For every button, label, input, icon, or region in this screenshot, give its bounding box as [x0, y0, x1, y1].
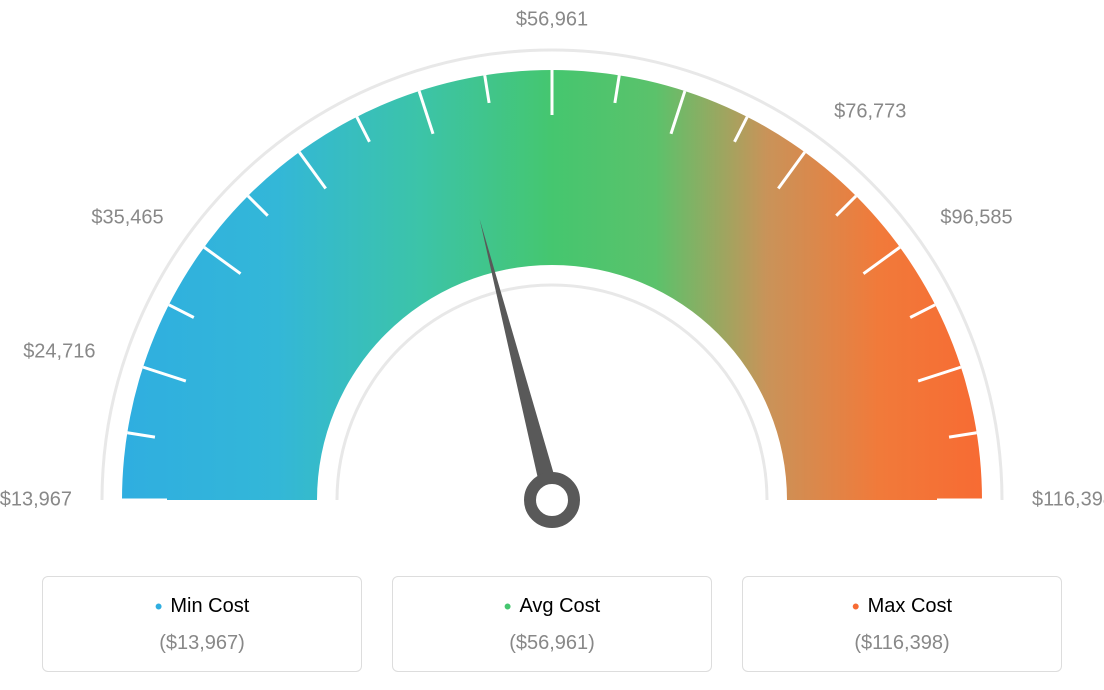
legend-row: • Min Cost ($13,967) • Avg Cost ($56,961…	[0, 576, 1104, 672]
legend-value-avg: ($56,961)	[403, 632, 701, 655]
gauge-chart: $13,967 $24,716 $35,465 $56,961 $76,773 $96,5…	[0, 0, 1104, 540]
gauge-tick-label: $35,465	[91, 206, 163, 229]
bullet-icon: •	[852, 596, 860, 618]
legend-card-min: • Min Cost ($13,967)	[42, 576, 362, 672]
legend-label: Max Cost	[868, 595, 952, 618]
gauge-tick-label: $76,773	[834, 100, 906, 123]
bullet-icon: •	[155, 596, 163, 618]
legend-label: Avg Cost	[519, 595, 600, 618]
gauge-tick-label: $56,961	[516, 9, 588, 32]
legend-title-max: • Max Cost	[753, 595, 1051, 618]
legend-title-avg: • Avg Cost	[403, 595, 701, 618]
legend-card-avg: • Avg Cost ($56,961)	[392, 576, 712, 672]
legend-value-min: ($13,967)	[53, 632, 351, 655]
legend-value-max: ($116,398)	[753, 632, 1051, 655]
gauge-svg	[0, 0, 1104, 540]
legend-label: Min Cost	[170, 595, 249, 618]
gauge-tick-label: $13,967	[0, 489, 72, 512]
gauge-tick-label: $24,716	[23, 340, 95, 363]
gauge-tick-label: $116,398	[1032, 489, 1104, 512]
gauge-tick-label: $96,585	[940, 206, 1012, 229]
legend-title-min: • Min Cost	[53, 595, 351, 618]
bullet-icon: •	[504, 596, 512, 618]
legend-card-max: • Max Cost ($116,398)	[742, 576, 1062, 672]
